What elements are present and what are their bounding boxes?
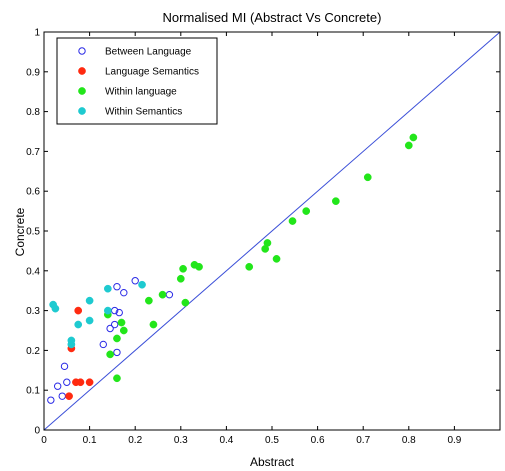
data-point	[74, 320, 83, 329]
x-tick-label: 0.1	[83, 435, 97, 446]
data-point	[288, 217, 297, 225]
data-point	[76, 378, 85, 387]
data-point	[106, 324, 114, 333]
x-tick-label: 0.6	[311, 435, 325, 446]
data-point	[263, 239, 272, 247]
y-axis-label: Concrete	[13, 207, 27, 256]
data-point	[195, 262, 203, 271]
data-point	[85, 296, 94, 305]
data-point	[145, 296, 153, 305]
data-point	[179, 264, 187, 273]
reference-line-layer	[43, 31, 501, 431]
legend-marker	[78, 107, 86, 115]
points-layer	[47, 133, 418, 404]
data-point	[115, 308, 123, 317]
y-tick-label: 0.9	[26, 67, 40, 78]
data-point	[113, 283, 121, 291]
data-point	[245, 262, 254, 271]
data-point	[113, 348, 121, 357]
legend-marker	[78, 67, 86, 75]
data-point	[404, 141, 413, 150]
plot-area	[43, 31, 501, 431]
data-point	[149, 320, 158, 329]
data-point	[106, 350, 114, 359]
y-tick-label: 0.5	[26, 227, 40, 238]
data-point	[60, 362, 69, 371]
data-point	[47, 396, 55, 404]
data-point	[117, 318, 126, 327]
data-point	[165, 290, 174, 299]
data-point	[99, 340, 107, 349]
legend-label: Within Semantics	[105, 107, 182, 118]
y-tick-label: 0.6	[26, 187, 40, 198]
series-within-semantics	[49, 280, 146, 349]
data-point	[85, 378, 94, 387]
x-tick-label: 0.9	[447, 435, 461, 446]
y-tick-label: 0.7	[26, 147, 40, 158]
data-point	[103, 284, 112, 293]
chart-title: Normalised MI (Abstract Vs Concrete)	[163, 10, 382, 25]
legend-marker	[78, 47, 86, 55]
data-point	[119, 326, 128, 335]
data-point	[103, 306, 112, 315]
x-tick-label: 0.2	[128, 435, 142, 446]
data-point	[302, 207, 311, 215]
legend-label: Within language	[105, 87, 177, 98]
data-point	[74, 306, 83, 315]
data-point	[113, 334, 121, 343]
data-point	[110, 320, 119, 329]
legend: Between Language Language Semantics Within…	[56, 37, 218, 125]
y-tick-label: 0.3	[26, 306, 40, 317]
data-point	[63, 378, 71, 386]
y-tick-label: 1	[34, 28, 40, 39]
x-tick-label: 0	[41, 435, 47, 446]
data-point	[176, 274, 185, 283]
y-tick-label: 0.2	[26, 346, 40, 357]
data-point	[363, 173, 372, 182]
y-tick-label: 0	[34, 426, 40, 437]
data-point	[58, 392, 66, 400]
x-tick-label: 0.8	[402, 435, 416, 446]
x-axis-ticks: 0 0.1 0.2 0.3 0.4 0.5 0.6 0.7 0.8 0.9	[41, 32, 462, 446]
data-point	[113, 374, 121, 383]
legend-marker	[78, 87, 86, 95]
x-tick-label: 0.5	[265, 435, 279, 446]
x-tick-label: 0.7	[356, 435, 370, 446]
series-between-language	[47, 277, 174, 404]
x-tick-label: 0.4	[219, 435, 233, 446]
data-point	[51, 304, 60, 313]
data-point	[131, 277, 139, 285]
data-point	[181, 298, 190, 307]
data-point	[331, 197, 340, 205]
data-point	[158, 290, 167, 299]
series-within-language	[103, 133, 418, 383]
data-point	[65, 392, 73, 401]
data-point	[272, 255, 281, 263]
legend-label: Between Language	[105, 47, 192, 58]
data-point	[138, 280, 146, 289]
legend-label: Language Semantics	[105, 67, 199, 78]
reference-line	[43, 31, 501, 431]
data-point	[53, 382, 62, 390]
y-tick-label: 0.8	[26, 107, 40, 118]
data-point	[409, 133, 418, 142]
y-tick-label: 0.1	[26, 386, 40, 397]
y-tick-label: 0.4	[26, 266, 40, 277]
data-point	[85, 316, 94, 325]
x-tick-label: 0.3	[174, 435, 188, 446]
data-point	[67, 336, 76, 345]
x-axis-label: Abstract	[250, 455, 295, 469]
data-point	[120, 288, 128, 297]
y-axis-ticks: 0 0.1 0.2 0.3 0.4 0.5 0.6 0.7 0.8 0.9 1	[26, 28, 500, 437]
